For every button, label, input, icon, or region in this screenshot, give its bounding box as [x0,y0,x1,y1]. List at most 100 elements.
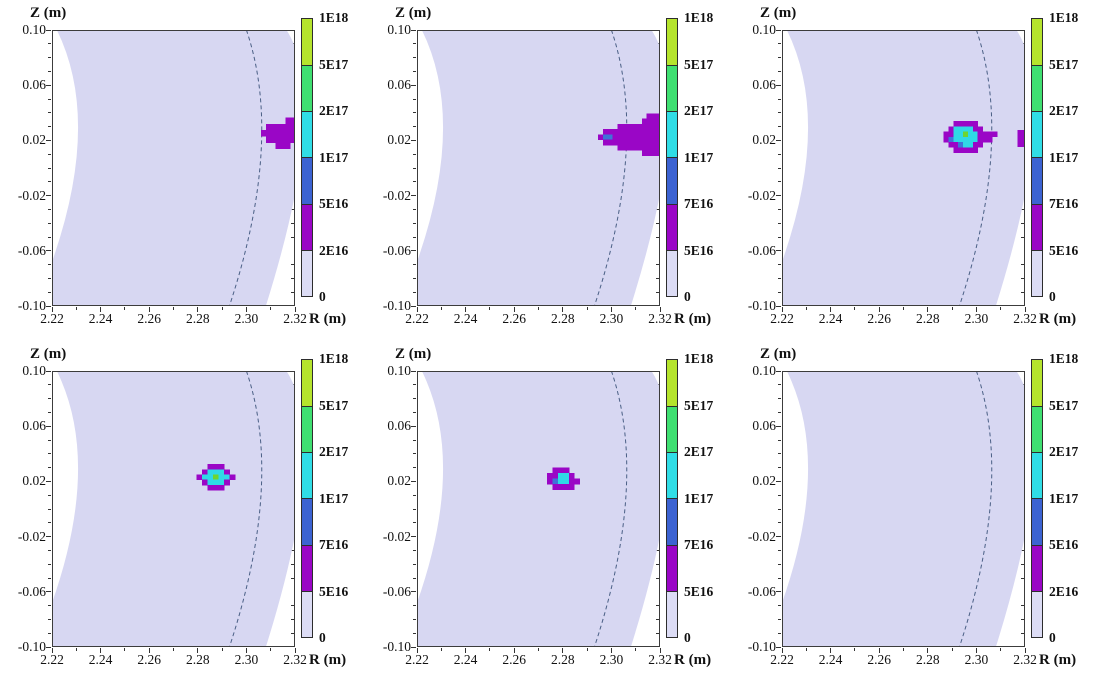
density-cell [1017,141,1022,148]
y-minor-tick [413,549,416,551]
y-minor-tick [413,222,416,224]
density-cell [607,129,614,135]
density-cell [958,142,964,148]
x-tick-label: 2.24 [88,652,113,667]
density-cell [646,134,652,141]
x-minor-tick [805,307,807,310]
density-cell [651,123,657,130]
separatrix-curve [958,30,993,306]
y-minor-tick [778,126,781,128]
density-cell [568,484,575,491]
density-cell [641,134,648,141]
x-axis-title: R (m) [1039,311,1077,327]
colorbar-tick-label: 7E16 [1049,196,1079,211]
colorbar-tick-label: 0 [684,289,691,304]
density-cell [552,473,559,480]
density-cell [656,134,660,141]
x-tick-label: 2.32 [1013,652,1037,667]
density-cell [260,130,267,137]
colorbar-segment [1032,406,1042,453]
y-minor-tick [413,563,416,565]
colorbar-tick-label: 1E18 [319,351,349,366]
density-cell [202,469,208,475]
density-cell [547,473,553,480]
y-tick-label: 0.02 [22,132,46,148]
y-minor-tick-right [1021,563,1024,565]
colorbar-tick-label: 2E16 [1049,583,1079,599]
y-minor-tick [48,236,51,238]
colorbar-tick-label: 7E16 [319,537,349,552]
x-minor-tick [854,307,856,310]
plot-frame [417,371,660,647]
y-tick [46,29,51,31]
x-tick-label: 2.24 [453,652,478,667]
y-tick [776,536,781,538]
x-tick [830,648,832,653]
y-tick-label: 0.02 [387,132,411,148]
y-minor-tick [413,522,416,524]
separatrix-curve [593,371,628,647]
y-minor-tick-right [656,577,659,579]
y-minor-tick [48,411,51,413]
y-tick-label: 0.06 [752,77,776,93]
x-tick-label: 2.22 [405,311,429,326]
plot-area [782,371,1025,647]
colorbar-tick-label: 1E18 [684,351,714,366]
x-tick [513,307,515,312]
y-tick-label: -0.10 [382,298,411,313]
colorbar-tick-label: 5E17 [684,56,714,72]
density-cell [290,130,295,137]
y-minor-tick [413,277,416,279]
x-tick [100,648,102,653]
x-tick-label: 2.22 [40,652,64,667]
colorbar-segment [667,406,677,453]
x-tick [148,648,150,653]
density-cell [982,131,988,138]
y-minor-tick [413,384,416,386]
y-minor-tick [413,153,416,155]
x-minor-tick [1000,307,1002,310]
density-cell [963,131,969,138]
x-minor-tick [124,307,126,310]
x-tick [562,648,564,653]
density-cell [963,136,969,143]
y-minor-tick [413,43,416,45]
density-cell [987,136,993,143]
density-cell [646,144,652,151]
density-cell [963,126,969,132]
panel-top-right: Z (m) R (m) 0.10 0.06 0.02 -0.02 -0.06 -0.10 2.2… [730,0,1094,341]
density-cell [275,136,281,143]
density-cell [982,136,988,143]
x-tick [465,648,467,653]
x-tick-label: 2.26 [867,652,891,667]
density-cell [207,474,214,481]
y-tick-label: 0.10 [22,22,46,37]
y-axis-title: Z (m) [395,346,432,362]
density-cell [265,123,272,131]
colorbar-segment [1032,498,1042,545]
y-minor-tick [48,522,51,524]
density-cell [646,113,652,120]
x-tick-label: 2.32 [648,652,672,667]
x-tick-label: 2.30 [964,652,989,667]
plot-frame [782,371,1025,647]
x-tick-label: 2.28 [915,311,940,326]
y-tick [776,305,781,307]
y-tick-label: -0.02 [382,528,411,544]
density-cell [622,134,628,141]
y-minor-tick [413,411,416,413]
density-cell [557,484,564,491]
x-tick-label: 2.32 [283,652,307,667]
y-tick [776,195,781,197]
x-tick-label: 2.28 [550,311,575,326]
x-tick-label: 2.30 [234,652,259,667]
y-minor-tick [413,112,416,114]
colorbar-segment [1032,111,1042,158]
density-cell [212,474,219,481]
density-cell [646,118,652,125]
density-cell [646,129,652,135]
y-minor-tick [778,208,781,210]
x-tick-label: 2.26 [137,311,161,326]
x-minor-tick [124,648,126,651]
y-tick-label: -0.06 [382,583,411,599]
